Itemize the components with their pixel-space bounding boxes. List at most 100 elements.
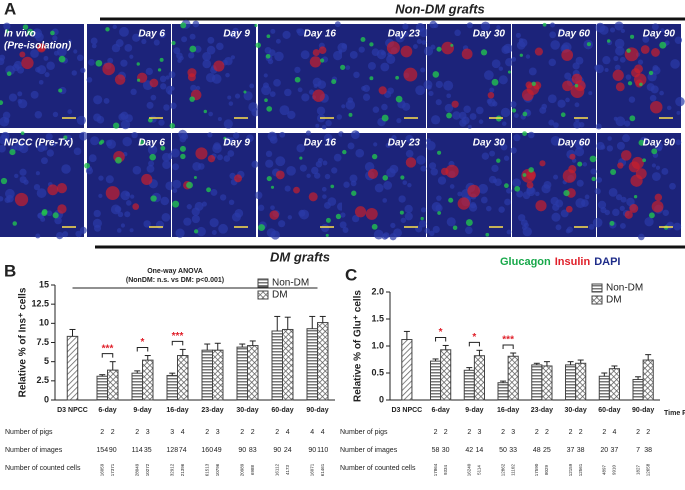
insulin-stain [19, 51, 26, 58]
cell-nucleus [429, 230, 435, 237]
panel-label: C [345, 265, 357, 284]
cell-nucleus [420, 67, 426, 73]
table-cell: 33 [509, 447, 517, 454]
x-tick-label: 9-day [133, 407, 151, 414]
cell-nucleus [172, 163, 179, 171]
cell-nucleus [407, 182, 412, 188]
image-label: NPCC (Pre-Tx) [4, 138, 74, 149]
cell-nucleus [575, 56, 584, 65]
cell-nucleus [112, 24, 117, 30]
cell-nucleus [14, 60, 23, 69]
image-label: Day 23 [388, 138, 421, 149]
glucagon-stain [448, 197, 454, 203]
cell-nucleus [33, 184, 41, 191]
insulin-stain [57, 204, 67, 214]
cell-nucleus [423, 80, 433, 90]
image-label: In vivo [4, 29, 36, 40]
insulin-stain [403, 67, 418, 82]
cell-nucleus [651, 172, 661, 181]
cell-nucleus [615, 46, 625, 56]
cell-nucleus [88, 154, 97, 163]
significance: * [141, 337, 145, 348]
cell-nucleus [345, 100, 356, 110]
glucagon-stain [265, 53, 271, 59]
cell-nucleus [373, 229, 384, 240]
glucagon-stain [193, 175, 197, 180]
glucagon-stain [169, 123, 176, 129]
cell-nucleus [548, 119, 555, 126]
x-tick-label: D3 NPCC [57, 407, 88, 414]
glucagon-stain [115, 156, 122, 164]
cell-nucleus [625, 74, 632, 80]
cell-nucleus [120, 59, 128, 67]
x-tick-label: 16-day [497, 407, 519, 414]
image-label: Day 60 [558, 138, 591, 149]
table-cell: 3 [511, 429, 515, 436]
glucagon-stain [399, 210, 404, 215]
cell-nucleus [614, 64, 621, 71]
insulin-stain [405, 157, 417, 168]
cell-nucleus [161, 212, 171, 222]
cell-nucleus [380, 50, 386, 56]
insulin-stain [633, 73, 647, 86]
table-cell: 2 [111, 429, 115, 436]
cell-nucleus [229, 172, 236, 180]
cell-nucleus [430, 168, 438, 176]
glucagon-stain [52, 212, 59, 219]
legend-label: DM [272, 290, 288, 301]
cell-nucleus [168, 71, 176, 79]
cell-nucleus [279, 105, 290, 116]
x-tick-label: 60-day [271, 407, 293, 414]
cell-nucleus [251, 160, 259, 168]
y-tick-label: 2.0 [371, 286, 384, 296]
table-cell: 2 [135, 429, 139, 436]
cell-nucleus [52, 35, 58, 41]
cell-nucleus [347, 142, 355, 150]
table-cell: 61513 [204, 463, 209, 476]
cell-nucleus [515, 32, 521, 38]
cell-nucleus [194, 45, 202, 53]
cell-nucleus [500, 143, 508, 151]
annotation: One-way ANOVA [147, 268, 203, 275]
table-cell: 4 [310, 429, 314, 436]
bar [608, 368, 620, 401]
cell-nucleus [549, 22, 556, 28]
x-tick-label: 23-day [201, 407, 223, 414]
insulin-stain [293, 186, 300, 194]
cell-nucleus [416, 38, 422, 45]
insulin-stain [570, 84, 585, 99]
bar [541, 365, 553, 401]
cell-nucleus [85, 167, 94, 175]
cell-nucleus [155, 220, 165, 230]
insulin-stain [615, 82, 625, 92]
cell-nucleus [300, 50, 310, 60]
cell-nucleus [223, 155, 231, 162]
cell-nucleus [306, 173, 311, 178]
cell-nucleus [539, 106, 547, 114]
cell-nucleus [172, 188, 178, 193]
cell-nucleus [500, 107, 511, 118]
table-cell: 2 [646, 429, 650, 436]
glucagon-stain [160, 145, 166, 151]
cell-nucleus [130, 88, 137, 96]
cell-nucleus [613, 116, 618, 121]
table-cell: 4173 [285, 464, 290, 475]
cell-nucleus [435, 99, 442, 106]
cell-nucleus [308, 89, 315, 95]
cell-nucleus [444, 103, 454, 113]
table-cell: 2 [602, 429, 606, 436]
insulin-stain [534, 47, 543, 56]
table-cell: 9334 [443, 464, 448, 475]
bar [131, 372, 143, 401]
cell-nucleus [436, 195, 442, 201]
bar [632, 378, 644, 401]
cell-nucleus [153, 39, 160, 46]
cell-nucleus [234, 93, 241, 99]
glucagon-stain [58, 55, 66, 63]
table-cell: 12561 [578, 463, 583, 476]
bar [271, 330, 283, 401]
cell-nucleus [459, 119, 467, 127]
panel-label: B [4, 261, 16, 280]
cell-nucleus [119, 26, 129, 37]
glucagon-stain [633, 195, 638, 199]
